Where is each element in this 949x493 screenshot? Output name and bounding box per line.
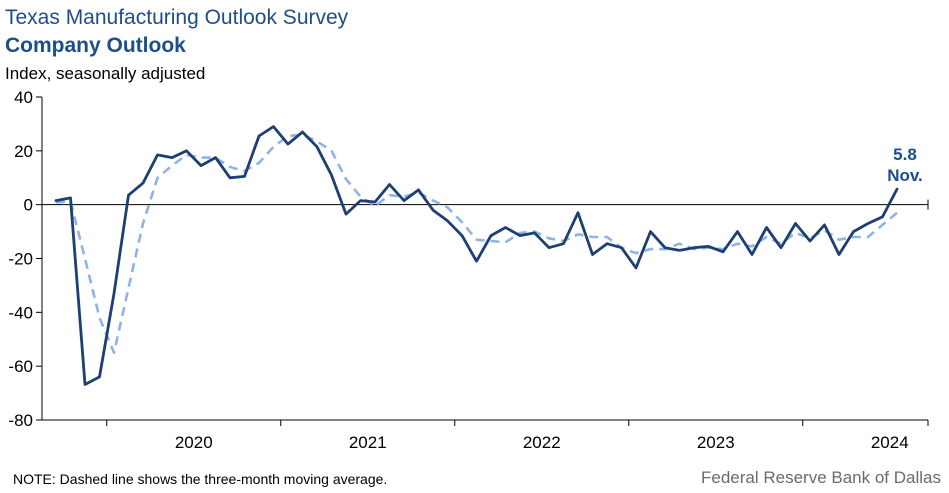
y-tick-label: -60 — [8, 357, 33, 376]
y-tick-label: 20 — [14, 142, 33, 161]
company-outlook-line — [54, 125, 899, 386]
moving-average-line — [55, 133, 898, 355]
chart-title: Texas Manufacturing Outlook Survey — [5, 6, 349, 29]
y-tick-label: -40 — [8, 303, 33, 322]
chart-subtitle: Company Outlook — [5, 34, 186, 57]
footnote: NOTE: Dashed line shows the three-month … — [13, 471, 388, 487]
source-credit: Federal Reserve Bank of Dallas — [700, 468, 941, 487]
latest-month-label: Nov. — [887, 166, 923, 185]
y-tick-label: -20 — [8, 250, 33, 269]
latest-value-label: 5.8 — [893, 145, 917, 164]
x-tick-label: 2022 — [523, 433, 561, 452]
y-tick-label: 40 — [14, 88, 33, 107]
x-tick-label: 2021 — [349, 433, 387, 452]
x-tick-label: 2023 — [697, 433, 735, 452]
y-tick-label: -80 — [8, 411, 33, 430]
y-tick-label: 0 — [24, 196, 33, 215]
x-tick-label: 2020 — [175, 433, 213, 452]
x-tick-label: 2024 — [871, 433, 909, 452]
y-axis-units-label: Index, seasonally adjusted — [5, 64, 206, 83]
